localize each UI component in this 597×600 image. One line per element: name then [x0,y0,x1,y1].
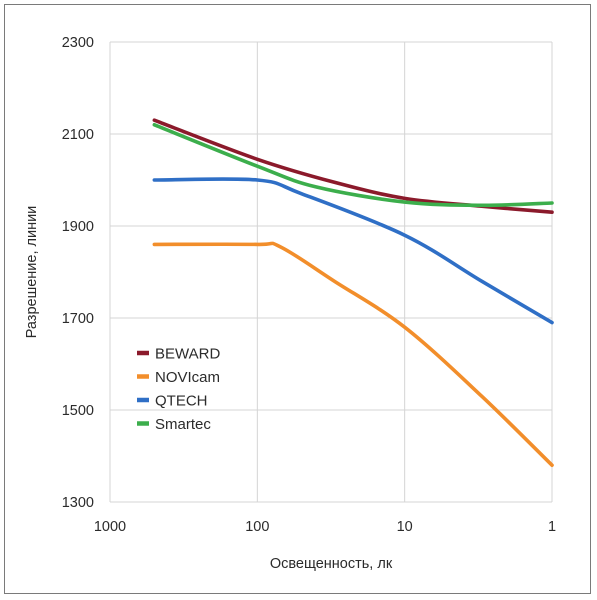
y-axis-title: Разрешение, линии [24,206,40,339]
series-line-smartec [152,123,554,208]
y-tick-label: 1700 [62,311,94,327]
series-line-novicam [152,241,554,467]
legend-label: Smartec [155,416,211,433]
x-tick-label: 100 [245,519,269,535]
legend-label: NOVIcam [155,369,220,386]
y-tick-label: 2100 [62,127,94,143]
series-line-qtech [152,177,554,325]
y-tick-label: 1300 [62,495,94,511]
y-tick-label: 2300 [62,35,94,51]
legend-label: BEWARD [155,346,220,363]
legend-label: QTECH [155,393,208,410]
grid-lines [109,41,553,503]
x-tick-label: 10 [397,519,413,535]
series-lines [152,118,554,467]
x-axis-title: Освещенность, лк [270,556,393,572]
x-axis-ticks: 1000 100 10 1 [94,519,556,535]
legend: BEWARD NOVIcam QTECH Smartec [137,346,220,433]
y-tick-label: 1900 [62,219,94,235]
y-axis-ticks: 1300 1500 1700 1900 2100 2300 [62,35,94,511]
chart-frame [4,4,591,594]
y-tick-label: 1500 [62,403,94,419]
x-tick-label: 1000 [94,519,126,535]
x-tick-label: 1 [548,519,556,535]
